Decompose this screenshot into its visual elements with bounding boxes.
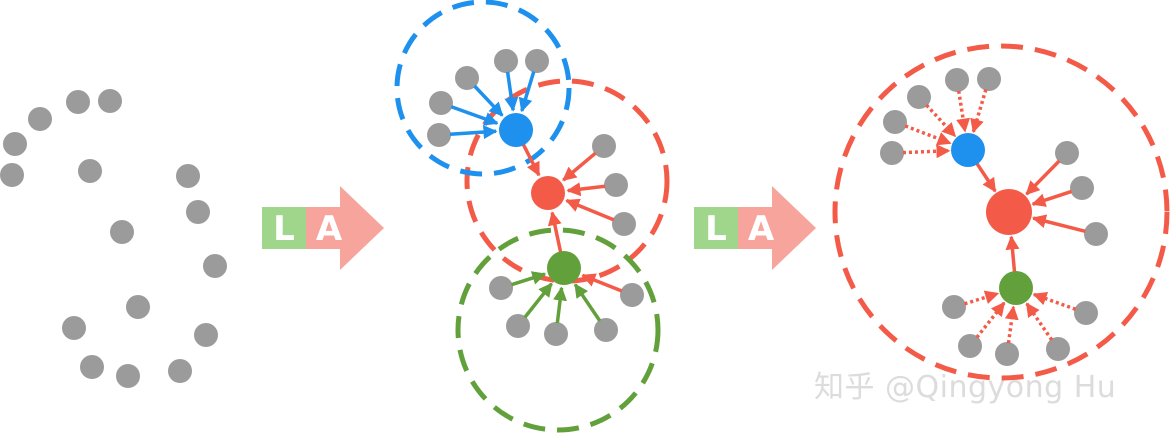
edge-arrow [523,282,553,319]
edge-arrow [562,151,597,182]
edge-arrow [547,211,564,258]
edge-arrow [1031,189,1073,207]
gray-point [544,322,568,346]
edge-arrow [473,84,504,117]
gray-point [612,212,636,236]
gray-point [620,283,644,307]
edge-arrow [972,158,997,193]
dilated-receptive-field [832,43,1170,381]
gray-point [116,364,140,388]
gray-point [194,323,218,347]
gray-point [525,49,549,73]
red-center-point [531,176,565,210]
gray-point [3,132,27,156]
gray-point [506,314,530,338]
gray-point [880,141,904,165]
right-arrow-icon [738,186,816,270]
edge-arrow [565,198,615,222]
gray-point [98,89,122,113]
l-block [262,207,306,249]
edge-arrow [902,144,951,159]
edge-arrow [1031,214,1086,233]
edge-arrow [566,182,606,197]
panel-second-aggregation [832,43,1170,381]
gray-point [62,316,86,340]
receptive-field-blue [394,0,572,177]
edge-arrow [1032,292,1077,311]
edge-arrow [510,271,547,287]
gray-point [203,254,227,278]
edge-arrow [975,301,1006,339]
edge-arrow [449,125,498,140]
gray-point [66,90,90,114]
l-block [694,207,738,249]
edge-arrow [970,89,988,134]
l-label: L [273,209,295,249]
gray-point [489,276,513,300]
gray-point [0,163,24,187]
gray-point [592,134,616,158]
gray-point [78,159,102,183]
gray-point [1070,176,1094,200]
blue-center-point [951,133,985,167]
edge-arrow [518,71,536,113]
panel-first-aggregation [394,0,670,433]
gray-point [995,342,1019,366]
gray-point [186,200,210,224]
edge-arrow [925,103,957,138]
edge-arrow [450,105,499,126]
gray-point [594,318,618,342]
gray-point [1084,222,1108,246]
edge-arrow [956,90,971,133]
edge-arrow [519,139,541,177]
gray-point [945,68,969,92]
gray-point [942,295,966,319]
l-label: L [705,209,727,249]
right-arrow-icon [306,186,384,270]
gray-point [427,123,451,147]
gray-point [80,355,104,379]
gray-point [1055,141,1079,165]
green-center-point [999,271,1033,305]
gray-point [126,295,150,319]
gray-point [429,91,453,115]
receptive-field-green [455,227,661,433]
gray-point [604,173,628,197]
red-center-point [986,189,1032,235]
edge-arrow [573,283,602,322]
step-arrow-2: L A [694,186,816,270]
watermark: 知乎 @Qingyong Hu [814,370,1117,405]
gray-point [28,107,52,131]
edge-arrow [1004,305,1019,344]
gray-point [168,359,192,383]
gray-point [1046,337,1070,361]
gray-point [455,66,479,90]
a-label: A [316,209,343,249]
edge-arrow [581,273,623,293]
gray-point [883,110,907,134]
blue-center-point [499,113,533,147]
gray-point [1074,301,1098,325]
edge-arrow [504,71,519,112]
green-center-point [547,251,581,285]
gray-point [494,49,518,73]
edge-arrow [1025,159,1061,196]
gray-point [958,334,982,358]
edge-arrow [904,124,952,146]
edge-arrow [553,286,568,324]
gray-point [110,220,134,244]
edge-arrow [1025,302,1054,341]
step-arrow-1: L A [262,186,384,270]
panel-input-points [0,89,227,388]
a-label: A [748,209,775,249]
edge-arrow [1005,235,1020,278]
edge-arrow [964,290,1000,306]
gray-point [977,67,1001,91]
gray-point [907,85,931,109]
gray-point [176,164,200,188]
